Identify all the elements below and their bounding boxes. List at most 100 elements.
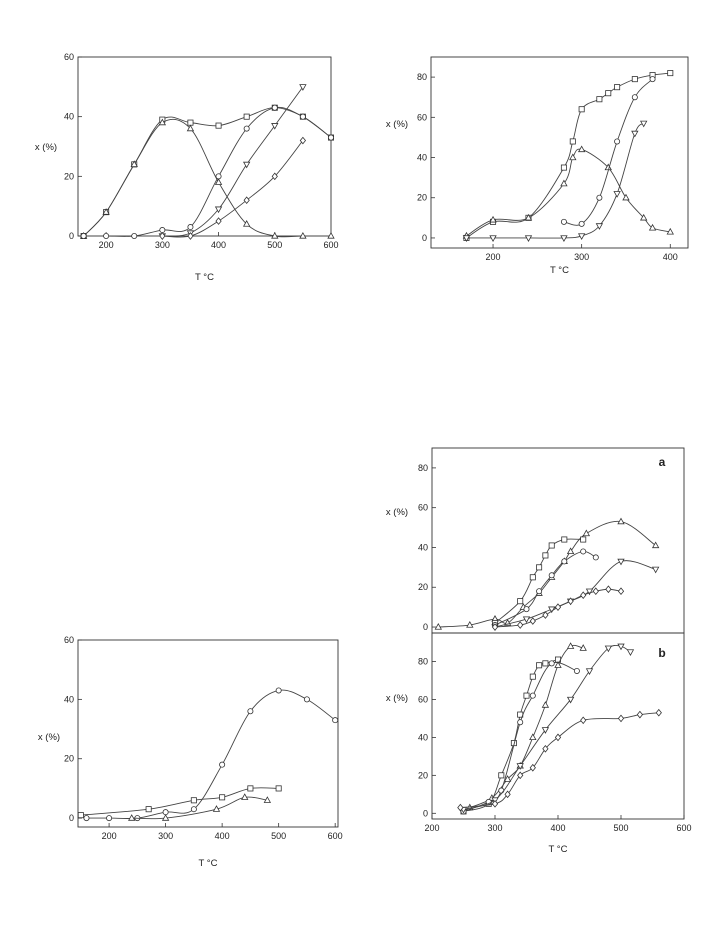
panel-letter: b xyxy=(658,646,665,660)
series-line xyxy=(463,659,559,812)
x-tick-label: 200 xyxy=(424,823,439,833)
diamond-marker xyxy=(159,232,166,240)
series-triangle-up xyxy=(466,642,587,811)
diamond-marker xyxy=(605,585,612,594)
y-tick-label: 0 xyxy=(423,808,428,818)
series-line xyxy=(494,560,656,628)
diamond-marker xyxy=(655,708,662,717)
x-axis-label: T °C xyxy=(550,265,569,276)
circle-marker xyxy=(536,588,543,595)
diamond-marker xyxy=(580,716,587,725)
triangle-up-marker xyxy=(299,231,307,239)
y-tick-label: 40 xyxy=(418,732,428,742)
square-marker xyxy=(187,119,194,126)
panel-letter: a xyxy=(659,455,666,469)
x-axis-label: T °C xyxy=(195,272,214,283)
series-circle xyxy=(460,660,580,815)
diamond-marker xyxy=(243,196,250,205)
y-tick-label: 20 xyxy=(64,754,74,764)
plot-frame xyxy=(77,639,339,828)
circle-marker xyxy=(271,104,278,111)
diamond-marker xyxy=(491,623,499,631)
series-triangle-down xyxy=(462,120,648,242)
circle-marker xyxy=(631,94,638,101)
circle-marker xyxy=(523,606,530,613)
square-marker xyxy=(536,564,543,571)
series-circle xyxy=(83,687,339,822)
triangle-up-marker xyxy=(161,814,170,821)
y-tick-label: 60 xyxy=(64,635,74,645)
circle-marker xyxy=(548,572,555,579)
triangle-up-marker xyxy=(128,814,136,821)
series-triangle-down xyxy=(491,558,660,632)
square-marker xyxy=(569,138,576,145)
triangle-up-marker xyxy=(158,118,167,126)
circle-marker xyxy=(106,815,113,822)
triangle-up-marker xyxy=(666,227,674,235)
square-marker xyxy=(215,122,222,129)
triangle-up-marker xyxy=(241,793,249,800)
y-tick-label: 20 xyxy=(418,770,428,780)
y-tick-label: 0 xyxy=(69,813,74,823)
diamond-marker xyxy=(457,803,464,812)
circle-marker xyxy=(517,719,524,726)
x-tick-label: 600 xyxy=(328,831,343,841)
diamond-marker xyxy=(529,617,536,625)
x-tick-label: 200 xyxy=(99,240,114,250)
triangle-down-marker xyxy=(651,566,660,574)
square-marker xyxy=(190,797,197,804)
circle-marker xyxy=(247,708,254,715)
series-triangle-down xyxy=(459,643,635,814)
y-tick-label: 40 xyxy=(417,153,427,163)
triangle-up-marker xyxy=(554,661,562,668)
diamond-marker xyxy=(617,587,625,596)
circle-marker xyxy=(80,232,87,239)
square-marker xyxy=(247,785,254,792)
diamond-marker xyxy=(504,790,511,799)
x-tick-label: 400 xyxy=(215,831,230,841)
triangle-up-marker xyxy=(529,733,537,740)
triangle-up-marker xyxy=(130,160,138,168)
circle-marker xyxy=(596,194,603,201)
square-marker xyxy=(614,84,621,91)
circle-marker xyxy=(131,232,138,239)
series-square xyxy=(80,104,334,239)
triangle-down-marker xyxy=(613,191,621,198)
triangle-up-marker xyxy=(560,179,568,187)
plot-frame xyxy=(430,56,689,249)
series-circle xyxy=(491,548,599,629)
square-marker xyxy=(580,536,587,543)
circle-marker xyxy=(243,125,250,132)
circle-marker xyxy=(580,548,587,555)
circle-marker xyxy=(649,76,656,83)
square-marker xyxy=(596,96,603,103)
circle-marker xyxy=(215,173,222,180)
series-square xyxy=(460,656,562,815)
diamond-marker xyxy=(187,232,194,240)
series-line xyxy=(83,106,332,237)
diamond-marker xyxy=(517,771,524,780)
triangle-down-marker xyxy=(271,123,279,130)
x-tick-label: 500 xyxy=(267,240,282,250)
triangle-down-marker xyxy=(617,643,625,651)
circle-marker xyxy=(573,667,580,674)
triangle-up-marker xyxy=(102,208,110,215)
x-tick-label: 300 xyxy=(574,252,589,262)
series-line xyxy=(469,644,584,809)
triangle-up-marker xyxy=(651,541,660,549)
square-marker xyxy=(561,536,568,543)
triangle-down-marker xyxy=(462,235,471,242)
y-tick-label: 60 xyxy=(418,503,428,513)
square-marker xyxy=(529,574,536,581)
triangle-up-marker xyxy=(186,124,195,132)
y-axis-label: x (%) xyxy=(386,693,408,704)
square-marker xyxy=(631,76,638,83)
triangle-down-marker xyxy=(524,235,533,242)
chart-panel-top-left: 0 20 40 60 200 300 400 500 600 x (%) T °C xyxy=(35,52,339,283)
series-line xyxy=(83,107,332,237)
triangle-up-marker xyxy=(569,153,577,161)
square-marker xyxy=(542,552,549,559)
triangle-down-marker xyxy=(489,235,497,242)
chart-panel-bottom-left: 0 20 40 60 200 300 400 500 600 x (%) T °C xyxy=(38,635,343,869)
triangle-down-marker xyxy=(585,588,594,596)
